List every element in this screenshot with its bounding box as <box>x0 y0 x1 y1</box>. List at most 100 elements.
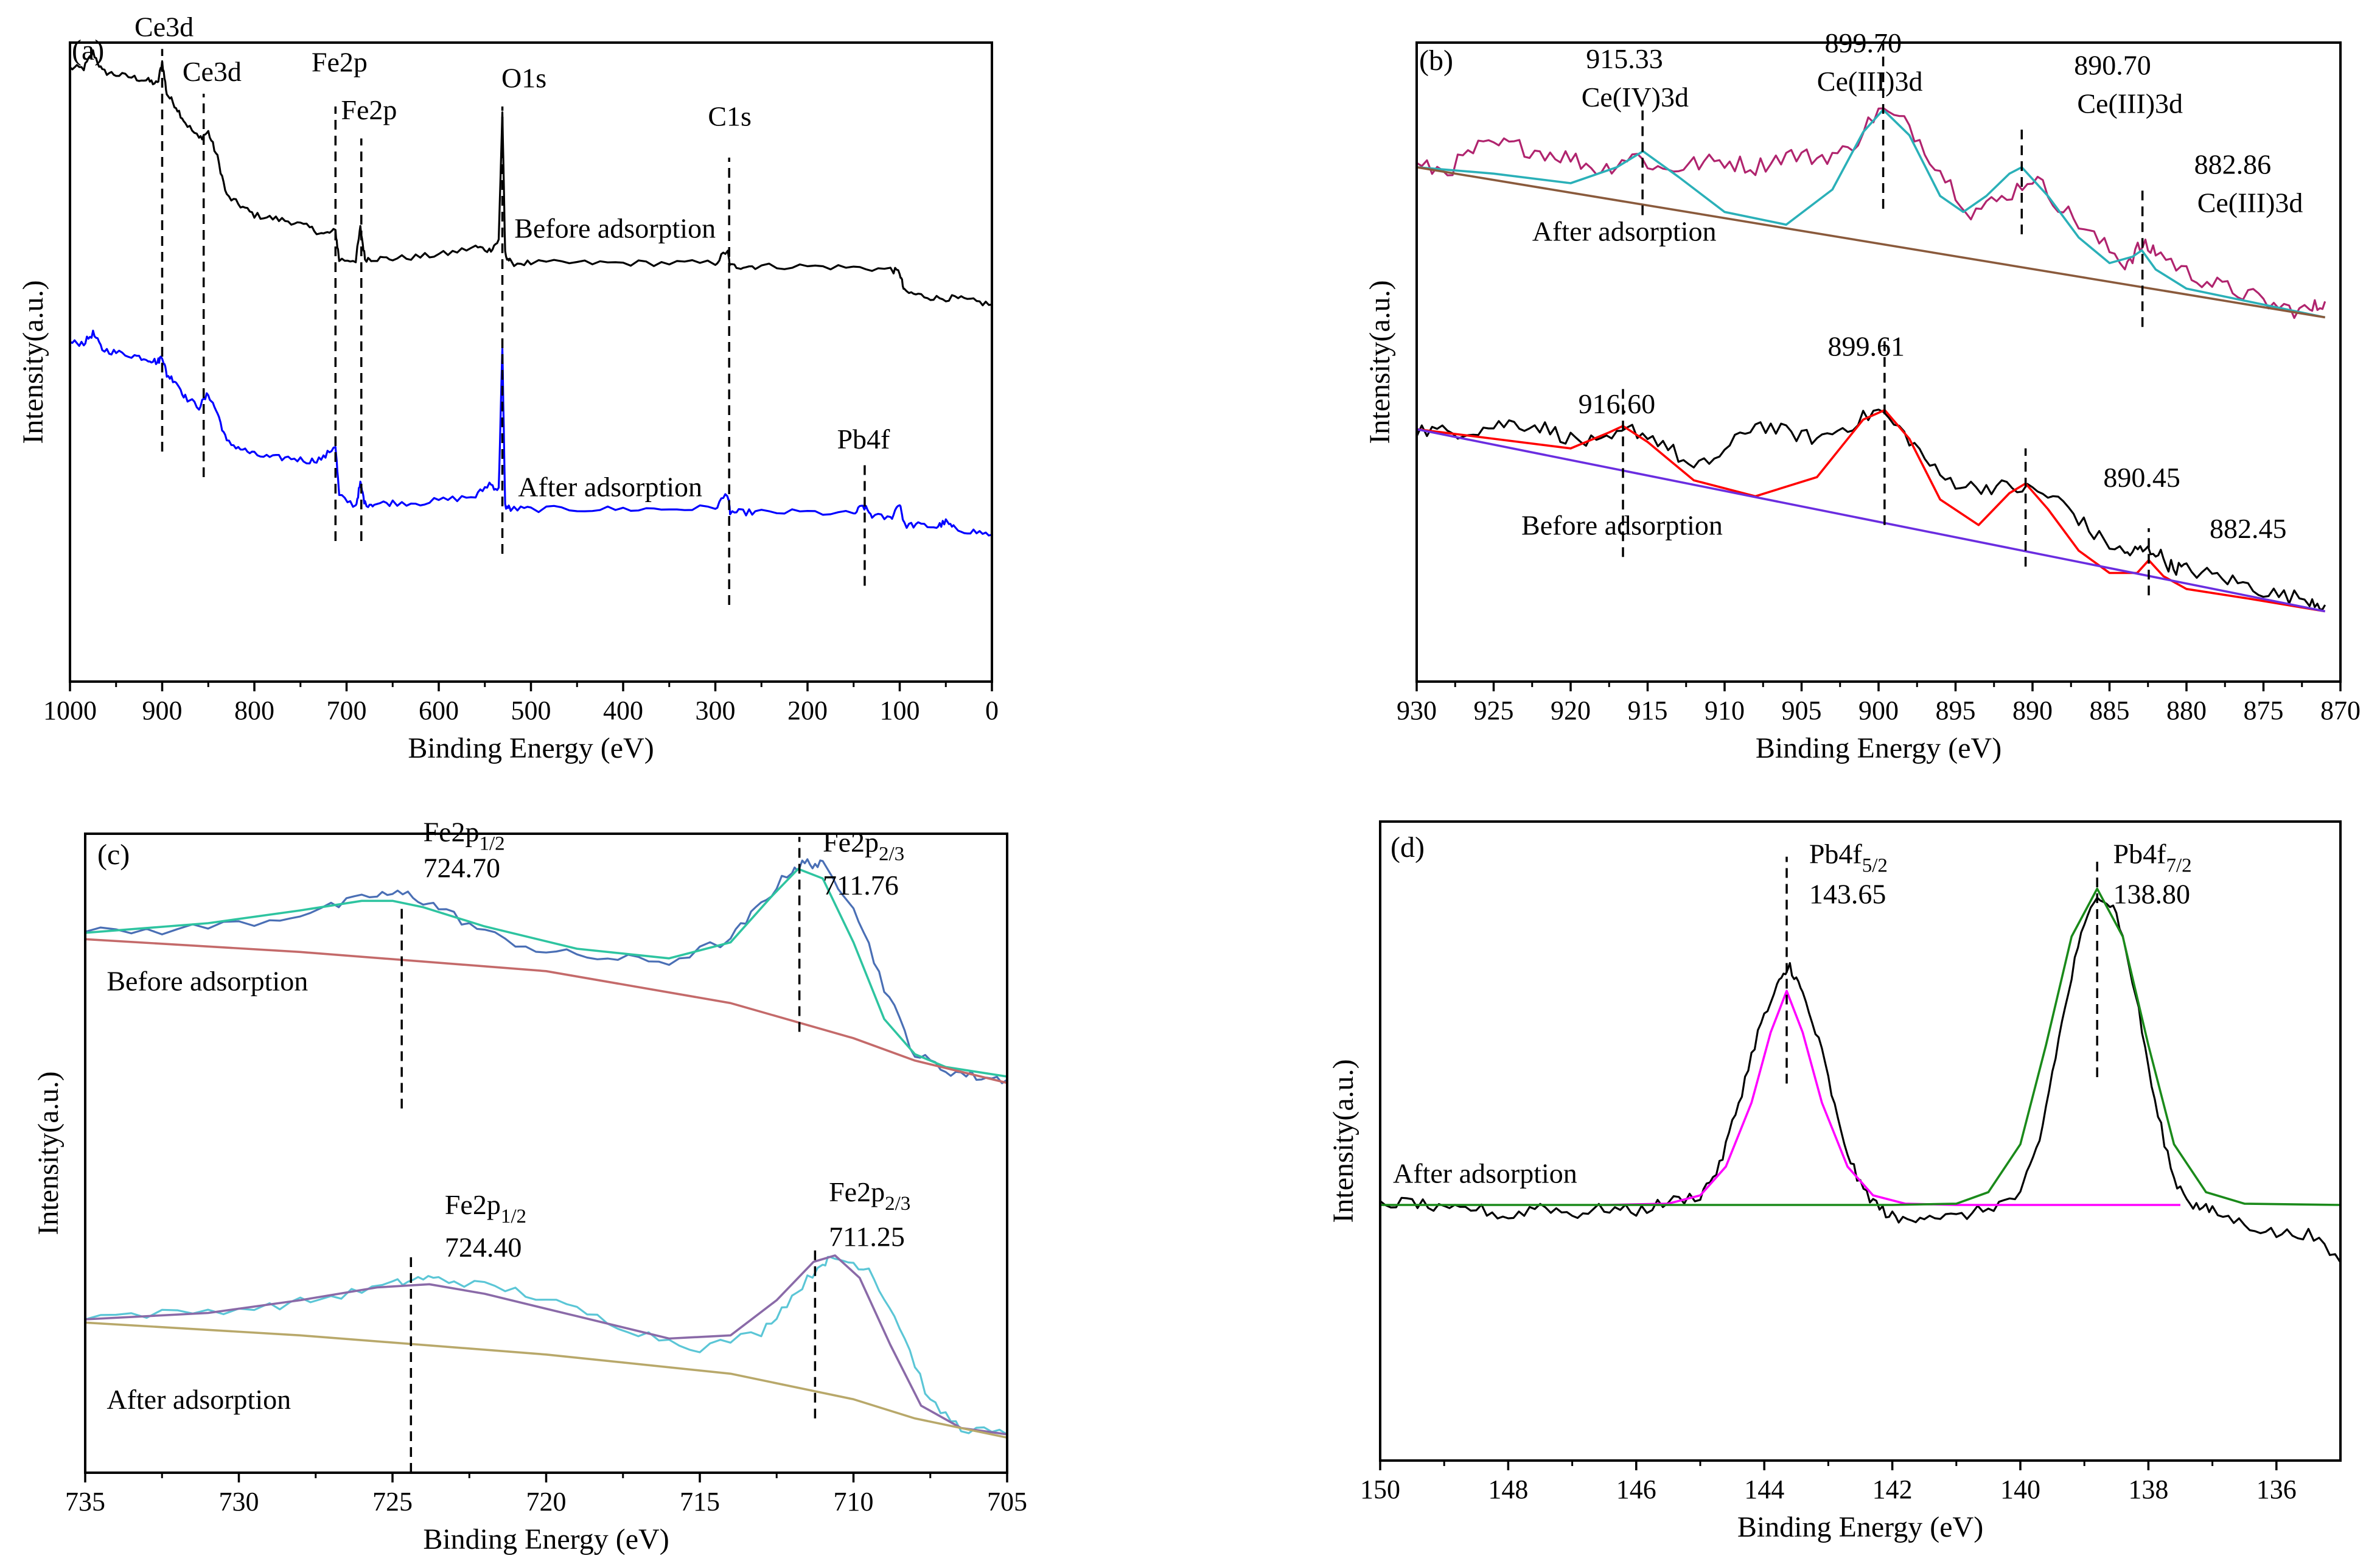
x-tick-label: 870 <box>2320 696 2361 725</box>
x-tick-label: 146 <box>1616 1475 1656 1504</box>
panel-label: (d) <box>1391 831 1425 864</box>
annotation-a-5: C1s <box>708 101 752 132</box>
x-tick-label: 142 <box>1872 1475 1913 1504</box>
annotation-c-6: 724.40 <box>445 1232 522 1263</box>
x-tick-label: 730 <box>219 1487 259 1517</box>
x-tick-label: 100 <box>880 696 920 725</box>
x-tick-label: 735 <box>65 1487 105 1517</box>
annotation-b-11: 890.45 <box>2103 462 2180 493</box>
panel-label: (b) <box>1419 44 1453 77</box>
annotation-b-13: Before adsorption <box>1521 510 1723 541</box>
annotation-c-9: After adsorption <box>106 1384 291 1415</box>
annotation-b-0: 915.33 <box>1586 43 1663 74</box>
annotation-b-9: 916.60 <box>1579 388 1656 419</box>
annotation-b-3: Ce(III)3d <box>1817 66 1923 97</box>
series-line-c-1 <box>85 868 1007 1078</box>
series-line-c-4 <box>85 1254 1007 1436</box>
series-line-d-2 <box>1380 887 2340 1206</box>
panel-label: (c) <box>97 839 130 871</box>
x-tick-label: 875 <box>2244 696 2284 725</box>
x-tick-label: 138 <box>2128 1475 2168 1504</box>
annotation-d-3: 138.80 <box>2113 878 2191 909</box>
x-tick-label: 910 <box>1705 696 1745 725</box>
x-tick-label: 900 <box>1858 696 1899 725</box>
annotation-subscript: 2/3 <box>885 1193 910 1215</box>
annotation-a-8: After adsorption <box>518 472 702 503</box>
annotation-subscript: 5/2 <box>1862 854 1888 876</box>
panel-a: 1000 900 800 700 600 500 400 300 200 100 0Binding … <box>17 12 999 765</box>
annotation-c-1: 724.70 <box>424 852 501 883</box>
panel-label: (a) <box>72 34 104 66</box>
annotation-subscript: 1/2 <box>480 833 505 855</box>
series-line-a-0 <box>70 49 992 307</box>
x-tick-label: 200 <box>787 696 828 725</box>
x-tick-label: 150 <box>1360 1475 1400 1504</box>
y-axis-label: Intensity(a.u.) <box>1364 280 1396 444</box>
panel-b: 930 925 920 915 910 905 900 895 890 885 880 875 870 B… <box>1364 27 2361 764</box>
series-line-c-2 <box>85 938 1007 1084</box>
x-tick-label: 136 <box>2256 1475 2297 1504</box>
x-tick-label: 880 <box>2166 696 2207 725</box>
y-axis-label: Intensity(a.u.) <box>32 1071 65 1235</box>
series-line-b-5 <box>1417 428 2326 613</box>
x-tick-label: 148 <box>1488 1475 1528 1504</box>
series-line-d-0 <box>1380 896 2340 1263</box>
series-line-c-0 <box>85 858 1007 1084</box>
x-tick-label: 0 <box>985 696 999 725</box>
panel-c: 735 730 725 720 715 710 705 Binding Energy (eV)… <box>32 817 1027 1555</box>
y-axis-label: Intensity(a.u.) <box>17 280 49 444</box>
x-tick-label: 710 <box>834 1487 874 1517</box>
panels-root: 1000 900 800 700 600 500 400 300 200 100 0Binding … <box>17 12 2361 1556</box>
x-tick-label: 140 <box>2000 1475 2040 1504</box>
x-tick-label: 725 <box>372 1487 413 1517</box>
series-line-c-5 <box>85 1321 1007 1439</box>
plot-frame <box>1379 820 2342 1462</box>
x-tick-label: 705 <box>987 1487 1027 1517</box>
annotation-a-1: Ce3d <box>183 56 242 87</box>
x-tick-label: 800 <box>234 696 274 725</box>
annotation-d-4: After adsorption <box>1393 1157 1577 1189</box>
x-tick-label: 895 <box>1936 696 1976 725</box>
annotation-b-10: 899.61 <box>1828 331 1905 362</box>
y-axis-label: Intensity(a.u.) <box>1327 1059 1359 1223</box>
x-tick-label: 720 <box>526 1487 567 1517</box>
series-line-b-1 <box>1417 108 2326 319</box>
x-tick-label: 144 <box>1744 1475 1784 1504</box>
x-tick-label: 715 <box>680 1487 720 1517</box>
x-tick-label: 300 <box>696 696 736 725</box>
annotation-d-1: 143.65 <box>1809 878 1886 909</box>
series-group <box>1380 887 2340 1263</box>
annotation-a-0: Ce3d <box>134 12 194 43</box>
series-line-a-1 <box>70 329 992 537</box>
annotation-a-2: Fe2p <box>312 46 368 77</box>
annotation-c-3: 711.76 <box>823 870 899 901</box>
x-tick-label: 400 <box>603 696 643 725</box>
annotation-b-1: Ce(IV)3d <box>1582 82 1689 113</box>
annotation-b-8: After adsorption <box>1532 216 1717 247</box>
annotation-a-6: Pb4f <box>837 424 890 455</box>
annotation-c-4: Before adsorption <box>106 965 308 996</box>
annotation-a-7: Before adsorption <box>514 212 716 243</box>
x-tick-label: 900 <box>142 696 183 725</box>
annotation-b-5: Ce(III)3d <box>2077 88 2183 119</box>
annotation-b-12: 882.45 <box>2210 513 2287 544</box>
x-tick-label: 890 <box>2012 696 2053 725</box>
x-tick-label: 600 <box>419 696 459 725</box>
annotation-subscript: 7/2 <box>2166 854 2191 876</box>
annotation-subscript: 1/2 <box>501 1206 526 1227</box>
x-tick-label: 500 <box>511 696 551 725</box>
annotation-subscript: 2/3 <box>879 843 904 865</box>
series-group <box>85 858 1007 1439</box>
annotation-b-2: 899.70 <box>1824 27 1902 58</box>
x-tick-label: 930 <box>1397 696 1437 725</box>
x-tick-label: 915 <box>1628 696 1668 725</box>
annotation-a-3: Fe2p <box>341 94 397 125</box>
x-tick-label: 1000 <box>43 696 97 725</box>
x-axis-label: Binding Energy (eV) <box>1756 732 2001 764</box>
annotation-a-4: O1s <box>501 63 546 94</box>
x-tick-label: 885 <box>2090 696 2130 725</box>
x-tick-label: 920 <box>1551 696 1591 725</box>
series-line-b-2 <box>1417 166 2325 319</box>
series-group <box>70 49 992 537</box>
